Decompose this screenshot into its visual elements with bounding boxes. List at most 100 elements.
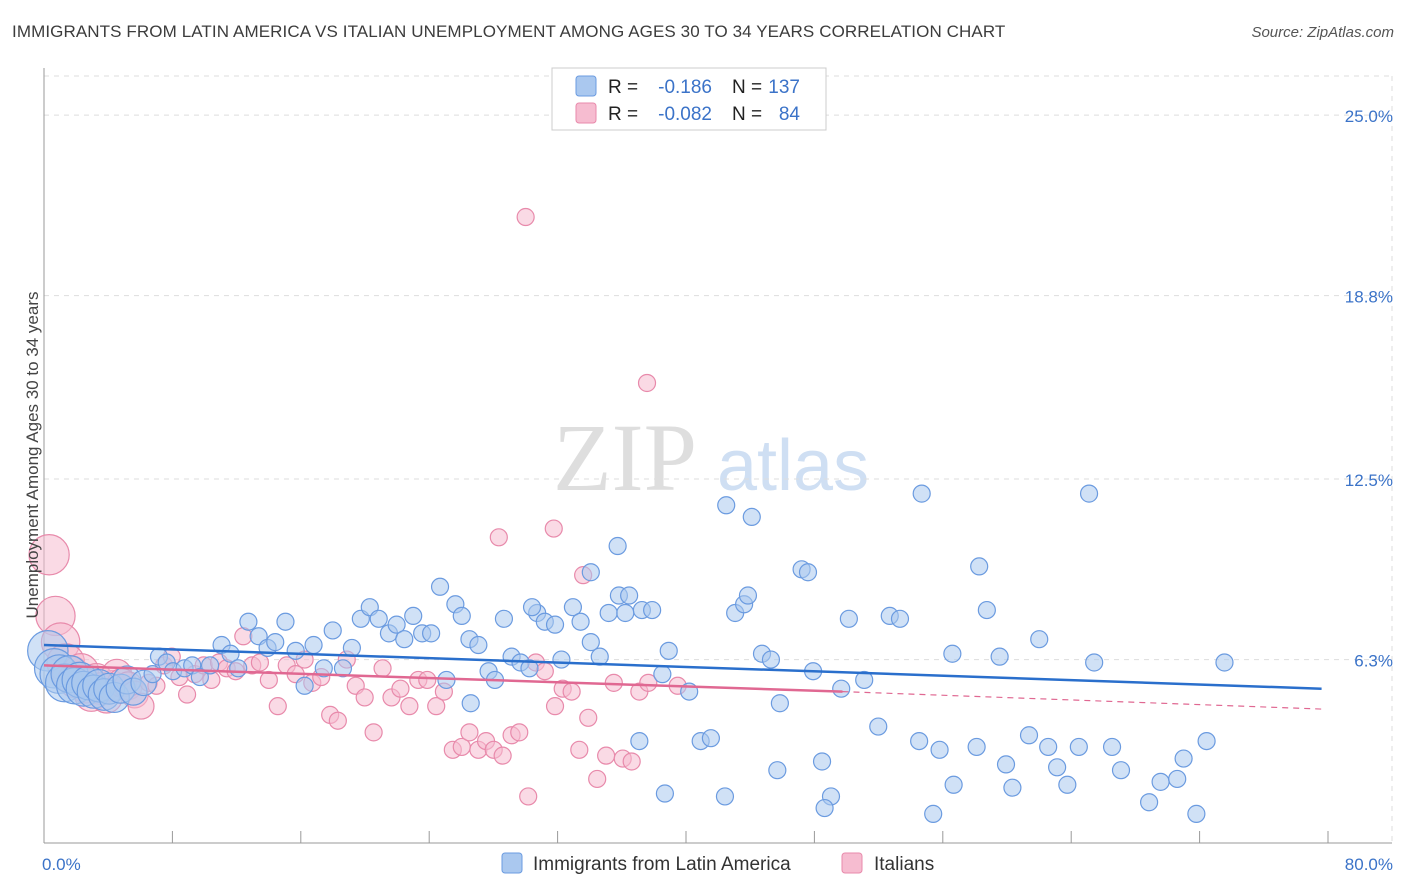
latin-america-point: [520, 659, 539, 678]
italians-point: [250, 653, 270, 672]
latin-america-point: [832, 679, 851, 698]
latin-america-point: [1174, 749, 1193, 768]
italians-point: [259, 670, 278, 690]
latin-america-point: [715, 787, 735, 806]
latin-america-point: [869, 717, 888, 736]
latin-america-point: [1039, 737, 1058, 757]
latin-america-point: [653, 665, 672, 684]
latin-america-point: [630, 731, 649, 751]
latin-america-point: [742, 507, 761, 527]
latin-america-point: [276, 612, 295, 631]
watermark-atlas: atlas: [717, 426, 869, 506]
legend-swatch-pink: [575, 102, 597, 124]
bottom-legend: Immigrants from Latin America Italians: [501, 852, 934, 875]
latin-america-point: [452, 606, 471, 626]
legend-n-value-1: 137: [768, 77, 800, 98]
latin-america-point: [990, 647, 1009, 666]
latin-america-point: [323, 621, 342, 640]
latin-america-point: [912, 484, 931, 503]
legend-r-label-1: R =: [608, 77, 638, 98]
latin-america-point: [469, 635, 488, 655]
latin-america-point: [563, 598, 583, 617]
latin-america-point: [970, 557, 989, 576]
italians-point: [489, 528, 508, 547]
latin-america-point: [599, 603, 618, 623]
italians-point: [562, 682, 581, 701]
series-latin-america: [27, 484, 1234, 823]
latin-america-point: [643, 600, 662, 620]
latin-america-point: [1003, 778, 1022, 797]
legend-n-label-2: N =: [732, 104, 762, 125]
legend: R = -0.186 N = 137 R = -0.082 N = 84: [551, 67, 827, 131]
watermark: ZIP atlas: [553, 404, 869, 511]
watermark-zip: ZIP: [553, 404, 697, 511]
y-axis-label: Unemployment Among Ages 30 to 34 years: [23, 292, 42, 619]
italians-point: [268, 697, 287, 716]
latin-america-point: [314, 659, 333, 678]
latin-america-point: [395, 630, 414, 649]
latin-america-point: [1048, 758, 1067, 777]
italians-point: [519, 787, 538, 806]
y-tick-label: 25.0%: [1345, 107, 1393, 126]
italians-point: [373, 659, 392, 678]
latin-america-point: [812, 752, 832, 771]
latin-america-point: [1197, 731, 1216, 751]
latin-america-point: [616, 603, 635, 623]
latin-america-point: [1030, 630, 1049, 649]
latin-america-point: [1019, 726, 1039, 745]
latin-america-point: [770, 694, 789, 713]
latin-america-point: [798, 563, 818, 582]
legend-n-value-2: 84: [779, 104, 801, 125]
latin-america-point: [768, 761, 787, 780]
axes: [43, 68, 1392, 844]
latin-america-point: [1215, 653, 1234, 672]
latin-america-point: [815, 798, 834, 818]
legend-r-label-2: R =: [608, 104, 638, 125]
latin-america-point: [522, 598, 542, 617]
latin-america-point: [286, 641, 305, 660]
latin-america-point: [1058, 775, 1077, 794]
bottom-legend-swatch-pink: [841, 852, 863, 874]
y-tick-label: 18.8%: [1345, 288, 1393, 307]
italians-point: [516, 207, 535, 227]
italians-point: [545, 697, 565, 716]
latin-america-point: [855, 670, 874, 690]
latin-america-point: [608, 536, 627, 556]
italians-point: [177, 685, 197, 704]
latin-america-point: [494, 609, 514, 628]
latin-america-point: [545, 615, 565, 634]
italians-point: [510, 723, 529, 742]
latin-america-point: [266, 633, 285, 652]
latin-america-point: [967, 737, 986, 757]
latin-america-point: [890, 609, 910, 628]
italians-point: [579, 708, 598, 727]
italians-point: [400, 697, 419, 716]
y-tick-label: 12.5%: [1345, 471, 1393, 490]
trend-lines: [43, 643, 1322, 710]
latin-america-point: [701, 729, 720, 748]
latin-america-point: [581, 563, 600, 582]
latin-america-point: [717, 496, 736, 515]
latin-america-point: [1102, 737, 1122, 757]
latin-america-point: [1079, 484, 1099, 503]
italians-point: [597, 746, 616, 765]
italians-point: [28, 534, 70, 576]
italians-point: [570, 740, 589, 759]
legend-r-value-1: -0.186: [658, 77, 712, 98]
italians-point: [418, 670, 437, 690]
bottom-legend-label-latin-america: Immigrants from Latin America: [533, 854, 791, 875]
italians-point: [637, 373, 657, 393]
latin-america-point: [239, 612, 258, 631]
latin-america-point: [761, 650, 781, 669]
italians-point: [493, 746, 512, 765]
italians-point: [535, 662, 554, 681]
latin-america-point: [1069, 737, 1088, 757]
latin-america-point: [190, 667, 209, 687]
latin-america-point: [342, 638, 361, 658]
latin-america-point: [461, 694, 480, 713]
latin-america-point: [552, 650, 571, 669]
latin-america-point: [1168, 769, 1187, 789]
latin-america-point: [839, 609, 858, 628]
latin-america-point: [659, 641, 678, 660]
gridlines: [44, 75, 1393, 843]
